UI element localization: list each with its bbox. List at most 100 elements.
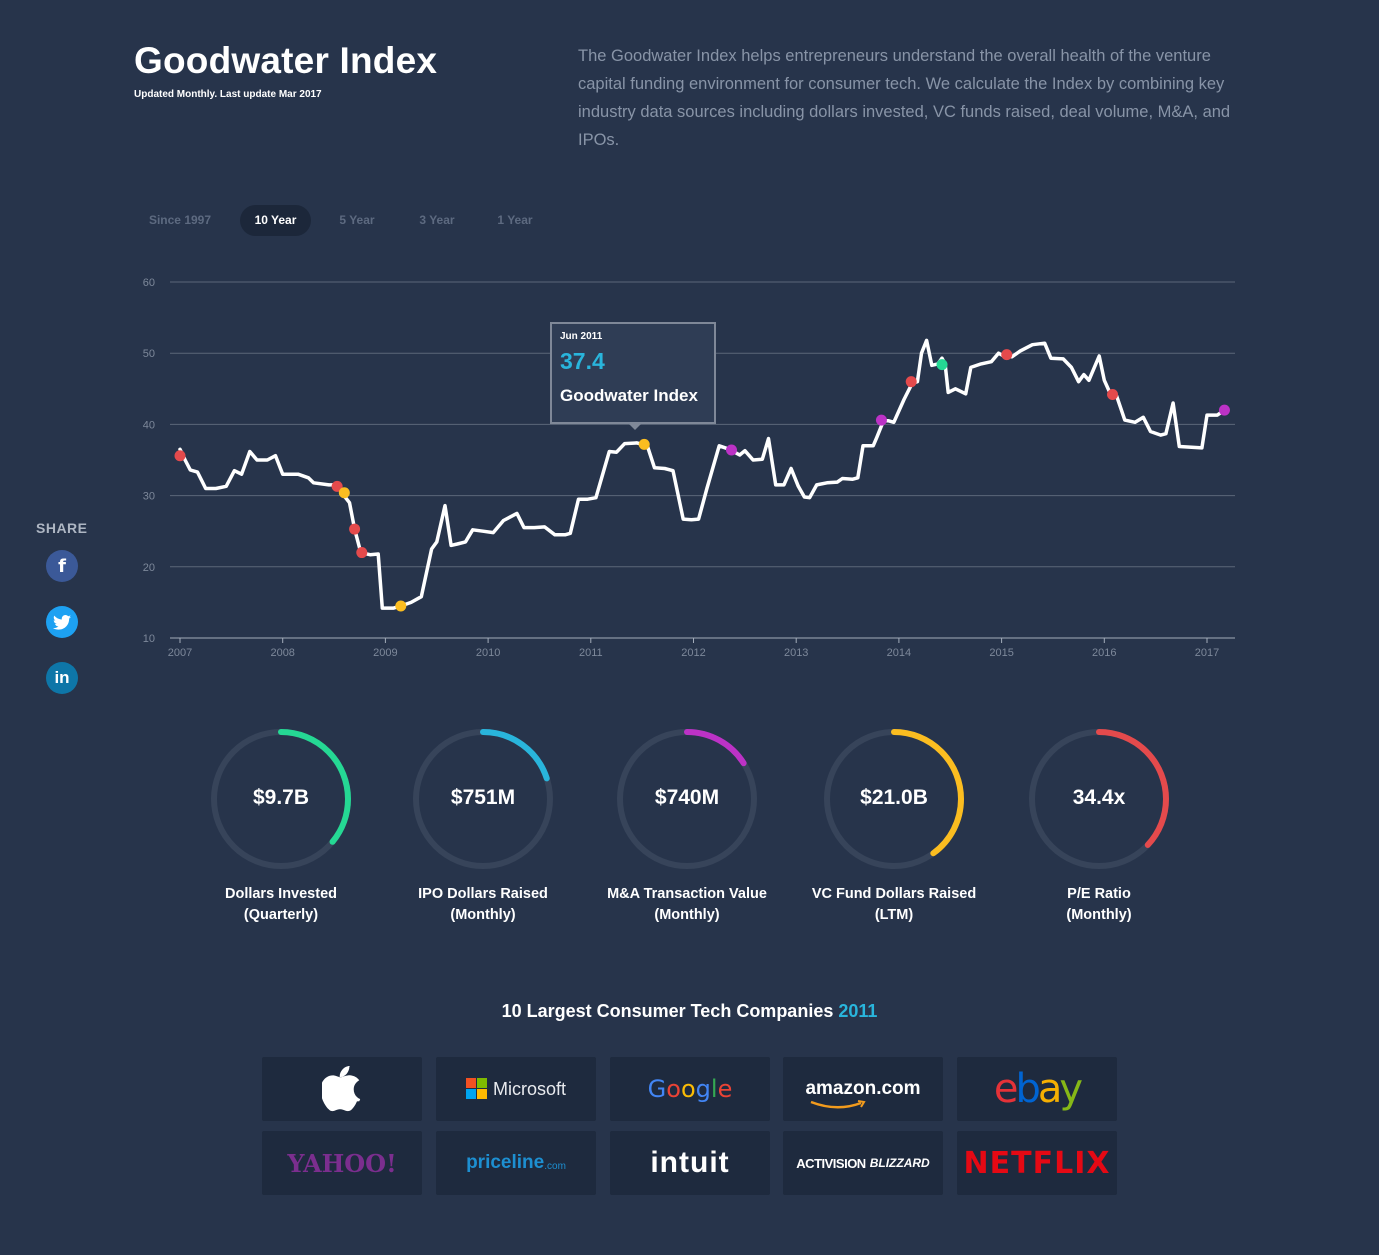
- tab-3-year[interactable]: 3 Year: [419, 213, 455, 227]
- event-marker: [174, 450, 186, 462]
- gauge-value: $21.0B: [860, 786, 928, 809]
- gauge-fill: [617, 729, 757, 869]
- chart-series: [178, 338, 1227, 610]
- companies-heading: 10 Largest Consumer Tech Companies 2011: [501, 1001, 878, 1021]
- linkedin-share-button[interactable]: in: [46, 662, 78, 694]
- amazon-logo: amazon.com: [805, 1078, 921, 1109]
- gauge-dollars-invested: [211, 729, 351, 869]
- gauge-ma-value: [617, 729, 757, 869]
- logo-text: YAHOO!: [287, 1148, 397, 1178]
- linkedin-icon: in: [54, 668, 70, 687]
- chart-tooltip: Jun 2011 37.4 Goodwater Index: [550, 322, 716, 430]
- event-marker: [936, 359, 948, 371]
- logo-yahoo[interactable]: YAHOO!: [262, 1131, 422, 1195]
- x-tick-label: 2014: [887, 647, 911, 659]
- x-tick-label: 2015: [989, 647, 1013, 659]
- gauge-value: $751M: [450, 786, 516, 809]
- event-marker: [331, 480, 343, 492]
- update-note: Updated Monthly. Last update Mar 2017: [134, 89, 322, 100]
- logo-text: NETFLIX: [963, 1145, 1111, 1181]
- apple-logo-icon: [322, 1066, 361, 1112]
- logo-ebay[interactable]: ebay: [957, 1057, 1117, 1121]
- gauge-label: P/E Ratio (Monthly): [1066, 886, 1132, 923]
- logo-google[interactable]: Google: [610, 1057, 770, 1121]
- twitter-share-button[interactable]: [46, 606, 78, 638]
- gauge-label: M&A Transaction Value (Monthly): [607, 886, 767, 923]
- event-marker: [725, 444, 737, 456]
- logo-text: Google: [647, 1075, 733, 1103]
- windows-logo-icon: [465, 1078, 487, 1099]
- y-tick-label: 60: [143, 277, 155, 289]
- tab-10-year[interactable]: 10 Year: [240, 205, 311, 236]
- logo-activision-blizzard[interactable]: ACTIVISION BLIZZARD: [783, 1131, 943, 1195]
- event-marker: [875, 414, 887, 426]
- event-marker: [338, 487, 350, 499]
- event-marker: [356, 547, 368, 559]
- gauge-fill: [413, 729, 553, 869]
- facebook-share-button[interactable]: f: [46, 550, 78, 582]
- logo-amazon[interactable]: amazon.com: [783, 1057, 943, 1121]
- tooltip-label: Goodwater Index: [560, 386, 698, 405]
- event-marker: [1107, 388, 1119, 400]
- event-marker: [1001, 349, 1013, 361]
- y-tick-label: 30: [143, 491, 155, 503]
- tab-1-year[interactable]: 1 Year: [497, 213, 533, 227]
- event-marker: [349, 523, 361, 535]
- gauge-vc-fund: [824, 729, 964, 869]
- twitter-icon: [53, 614, 71, 630]
- facebook-icon: f: [58, 555, 66, 577]
- gauge-value: $740M: [654, 786, 720, 809]
- share-label: SHARE: [36, 520, 88, 536]
- logo-text: ACTIVISION: [796, 1155, 866, 1171]
- logo-text: intuit: [650, 1146, 730, 1179]
- tab-5-year[interactable]: 5 Year: [339, 213, 375, 227]
- event-marker: [1218, 404, 1230, 416]
- x-tick-label: 2017: [1195, 647, 1219, 659]
- gauge-fill: [1029, 729, 1169, 869]
- logo-microsoft[interactable]: Microsoft: [436, 1057, 596, 1121]
- tab-since-1997[interactable]: Since 1997: [148, 213, 212, 227]
- gauge-label: VC Fund Dollars Raised (LTM): [811, 886, 977, 923]
- page-title: Goodwater Index: [134, 40, 438, 81]
- x-tick-label: 2009: [373, 647, 397, 659]
- x-tick-label: 2007: [168, 647, 192, 659]
- logo-intuit[interactable]: intuit: [610, 1131, 770, 1195]
- x-tick-label: 2008: [270, 647, 294, 659]
- gauge-label: Dollars Invested (Quarterly): [224, 886, 337, 923]
- gauge-label: IPO Dollars Raised (Monthly): [418, 886, 548, 923]
- gauge-value: $9.7B: [252, 786, 310, 809]
- amazon-smile-icon: [811, 1100, 867, 1109]
- y-tick-label: 50: [143, 348, 155, 360]
- tooltip-pointer: [628, 423, 642, 430]
- y-tick-label: 10: [143, 633, 155, 645]
- logo-priceline[interactable]: priceline .com: [436, 1131, 596, 1195]
- logo-suffix: BLIZZARD: [869, 1156, 930, 1170]
- gauge-pe-ratio: [1029, 729, 1169, 869]
- event-marker: [395, 600, 407, 612]
- gauge-fill: [824, 729, 964, 869]
- y-tick-label: 40: [143, 419, 155, 431]
- y-tick-label: 20: [143, 562, 155, 574]
- gauge-ipo-dollars: [413, 729, 553, 869]
- logo-text: amazon.com: [805, 1078, 921, 1099]
- logo-text: ebay: [993, 1066, 1083, 1112]
- logo-text: Microsoft: [492, 1078, 566, 1099]
- x-tick-label: 2011: [579, 647, 603, 659]
- logo-apple[interactable]: [262, 1057, 422, 1121]
- x-tick-label: 2013: [784, 647, 808, 659]
- gauge-value: 34.4x: [1072, 786, 1126, 809]
- logo-text: priceline: [466, 1152, 545, 1173]
- tooltip-date: Jun 2011: [560, 331, 603, 342]
- x-tick-label: 2012: [681, 647, 705, 659]
- logo-netflix[interactable]: NETFLIX: [957, 1131, 1117, 1195]
- index-line: [178, 338, 1227, 610]
- logo-suffix: .com: [544, 1160, 566, 1172]
- x-tick-label: 2016: [1092, 647, 1116, 659]
- event-marker: [905, 376, 917, 388]
- event-marker: [638, 438, 650, 450]
- chart-markers: [174, 349, 1230, 612]
- index-description: The Goodwater Index helps entrepreneurs …: [578, 47, 1231, 149]
- gauge-fill: [211, 729, 351, 869]
- companies-year: 2011: [838, 1001, 878, 1021]
